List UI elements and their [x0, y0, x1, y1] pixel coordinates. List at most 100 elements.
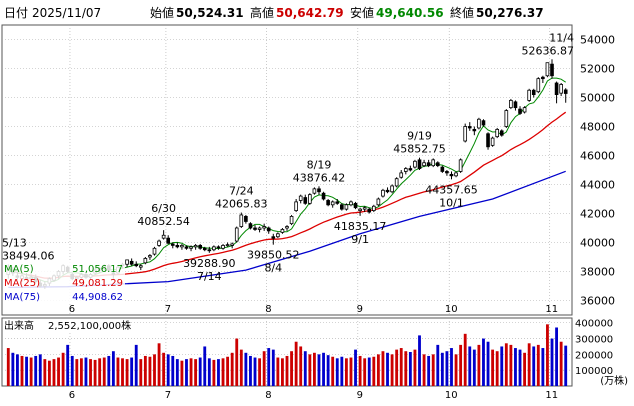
candle — [385, 187, 390, 194]
volume-bar — [98, 358, 102, 386]
volume-bar — [468, 346, 472, 386]
volume-bar — [299, 346, 303, 386]
volume-bar — [363, 358, 367, 386]
candle — [225, 242, 230, 247]
volume-bar — [75, 359, 79, 386]
volume-bar — [312, 352, 316, 386]
candle — [344, 203, 349, 211]
candle-body — [467, 126, 472, 129]
candle-body — [266, 227, 271, 232]
candle — [381, 188, 385, 198]
annotation-value: 45852.75 — [393, 143, 446, 156]
volume-bar — [244, 352, 248, 386]
candle-body — [166, 237, 171, 244]
volume-bar — [459, 344, 463, 386]
candle-body — [358, 208, 362, 211]
volume-bar — [267, 348, 271, 386]
price-tick-label: 54000 — [580, 34, 615, 47]
annotation-value: 40852.54 — [137, 215, 190, 228]
volume-bar — [262, 351, 266, 386]
candle — [202, 246, 207, 252]
candle-body — [340, 204, 344, 210]
volume-bar — [509, 344, 513, 386]
candle-body — [289, 215, 294, 225]
annotation-value: 38494.06 — [2, 249, 55, 262]
month-tick-label-bottom: 9 — [357, 390, 363, 401]
candle — [463, 123, 468, 143]
volume-bar — [102, 357, 106, 386]
price-tick-label: 44000 — [580, 179, 615, 192]
candle — [308, 193, 312, 205]
candle-body — [417, 159, 422, 169]
volume-bar — [523, 352, 527, 386]
candle-body — [234, 227, 239, 242]
candle — [157, 239, 161, 247]
candle — [353, 201, 358, 210]
month-tick-label: 8 — [265, 304, 271, 315]
volume-bar — [358, 355, 362, 386]
volume-bar — [198, 357, 202, 386]
candle — [330, 200, 335, 208]
low-label: 安値 — [350, 5, 374, 20]
annotation-date: 8/4 — [264, 262, 282, 275]
annotation-date: 9/1 — [351, 233, 369, 246]
volume-bar — [207, 358, 211, 386]
candle — [426, 159, 431, 168]
candle — [490, 136, 495, 147]
volume-bars — [6, 324, 568, 386]
volume-bar — [148, 356, 152, 386]
volume-bar — [340, 356, 344, 386]
volume-bar — [93, 359, 97, 386]
legend-ma75-label: MA(75) — [4, 292, 40, 303]
candle — [349, 200, 353, 207]
volume-label: 出来高 — [4, 319, 34, 332]
candle-body — [513, 101, 518, 109]
volume-bar — [495, 351, 499, 386]
volume-bar — [422, 354, 426, 386]
candle — [435, 161, 440, 168]
high-label: 高値 — [250, 5, 274, 20]
candle — [472, 126, 477, 136]
volume-bar — [203, 346, 207, 386]
candle — [234, 226, 239, 243]
candle-body — [303, 197, 308, 204]
volume-bar — [427, 355, 431, 386]
volume-bar — [527, 343, 531, 386]
volume-bar — [550, 338, 554, 386]
high-value: 50,642.79 — [276, 6, 344, 20]
candle — [271, 233, 276, 245]
candle — [184, 245, 189, 250]
candle-body — [280, 229, 285, 233]
candle-body — [207, 249, 212, 252]
volume-bar — [536, 344, 540, 386]
price-tick-label: 50000 — [580, 92, 615, 105]
candle — [399, 170, 404, 179]
volume-bar — [532, 346, 536, 386]
candle — [431, 158, 436, 168]
candle-body — [216, 246, 221, 249]
candle — [207, 246, 212, 253]
candle-body — [463, 126, 468, 142]
volume-bar — [440, 352, 444, 386]
volume-bar — [294, 341, 298, 386]
volume-bar — [381, 351, 385, 386]
candle — [417, 157, 422, 170]
volume-bar — [221, 358, 225, 386]
candle — [289, 214, 294, 226]
annotation-value: 41835.17 — [334, 220, 387, 233]
volume-bar — [399, 348, 403, 386]
candle-body — [138, 265, 143, 268]
candle — [559, 83, 563, 97]
candle-body — [477, 118, 481, 129]
candle-body — [317, 188, 321, 193]
candle-body — [344, 204, 349, 210]
candle-body — [531, 89, 536, 95]
candle — [244, 214, 248, 224]
candle-body — [394, 178, 399, 187]
volume-bar — [404, 351, 408, 386]
candle — [522, 106, 527, 114]
volume-bar — [344, 358, 348, 386]
candle — [495, 127, 499, 139]
